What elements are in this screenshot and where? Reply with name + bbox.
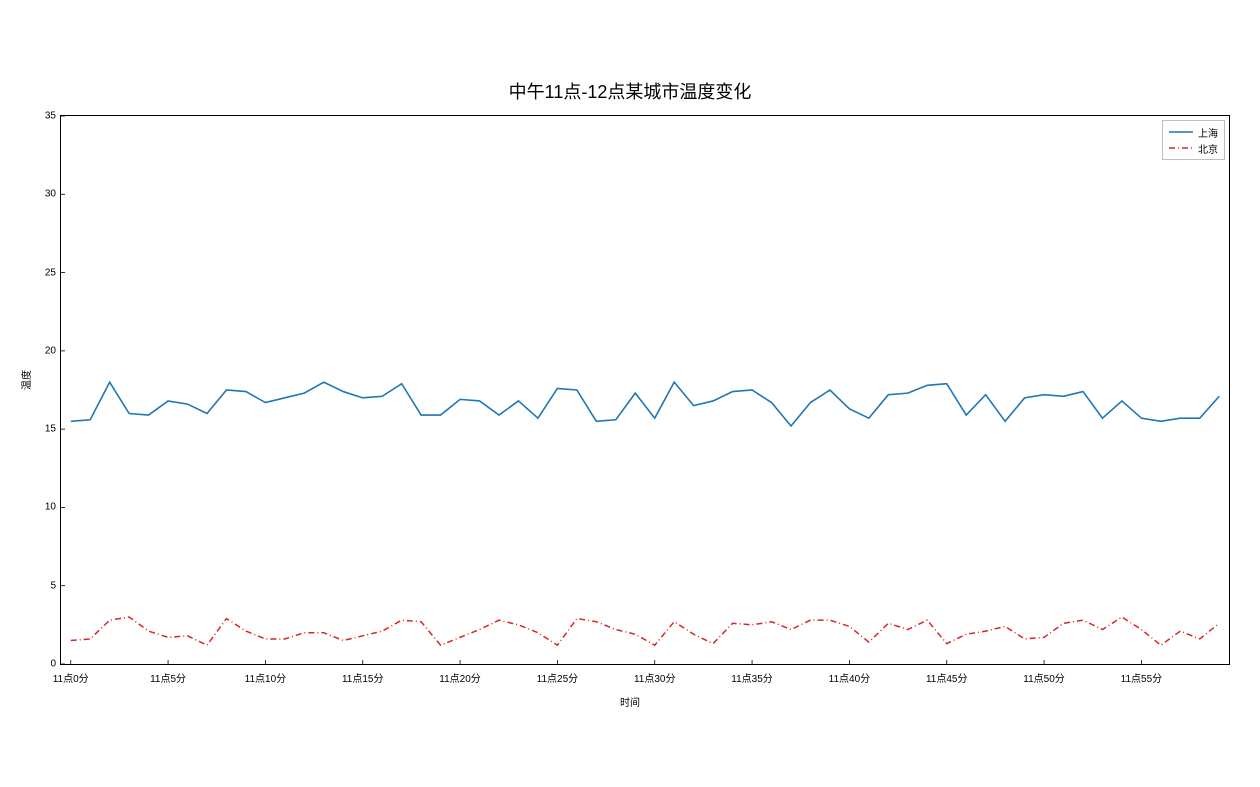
y-tick-label: 35 <box>6 111 56 122</box>
y-tick-label: 20 <box>6 345 56 356</box>
y-tick-label: 25 <box>6 267 56 278</box>
x-tick-label: 11点25分 <box>537 670 579 685</box>
y-tick-label: 30 <box>6 189 56 200</box>
legend-item-shanghai: 上海 <box>1169 124 1218 140</box>
x-tick-label: 11点55分 <box>1121 670 1163 685</box>
series-line-北京 <box>71 617 1220 645</box>
legend-item-beijing: 北京 <box>1169 140 1218 156</box>
x-axis-label: 时间 <box>0 694 1260 709</box>
legend-label-beijing: 北京 <box>1198 141 1218 156</box>
x-tick-label: 11点35分 <box>731 670 773 685</box>
chart-title: 中午11点-12点某城市温度变化 <box>0 78 1260 104</box>
x-tick-label: 11点30分 <box>634 670 676 685</box>
y-axis-label: 温度 <box>18 370 33 390</box>
temperature-line-chart: 中午11点-12点某城市温度变化 温度 时间 0 5 10 15 20 25 30 35 11… <box>0 0 1260 787</box>
legend-label-shanghai: 上海 <box>1198 125 1218 140</box>
plot-svg <box>61 116 1229 664</box>
x-tick-label: 11点40分 <box>829 670 871 685</box>
legend-swatch-shanghai <box>1169 126 1193 138</box>
x-tick-label: 11点5分 <box>150 670 186 685</box>
series-line-上海 <box>71 382 1220 426</box>
legend: 上海 北京 <box>1162 120 1225 160</box>
x-tick-label: 11点45分 <box>926 670 968 685</box>
legend-swatch-beijing <box>1169 142 1193 154</box>
y-tick-label: 15 <box>6 424 56 435</box>
x-tick-label: 11点0分 <box>53 670 89 685</box>
y-tick-label: 0 <box>6 659 56 670</box>
x-tick-label: 11点15分 <box>342 670 384 685</box>
plot-area <box>60 115 1230 665</box>
x-tick-label: 11点50分 <box>1023 670 1065 685</box>
y-tick-label: 10 <box>6 502 56 513</box>
x-tick-label: 11点20分 <box>439 670 481 685</box>
y-tick-label: 5 <box>6 580 56 591</box>
x-tick-label: 11点10分 <box>245 670 287 685</box>
